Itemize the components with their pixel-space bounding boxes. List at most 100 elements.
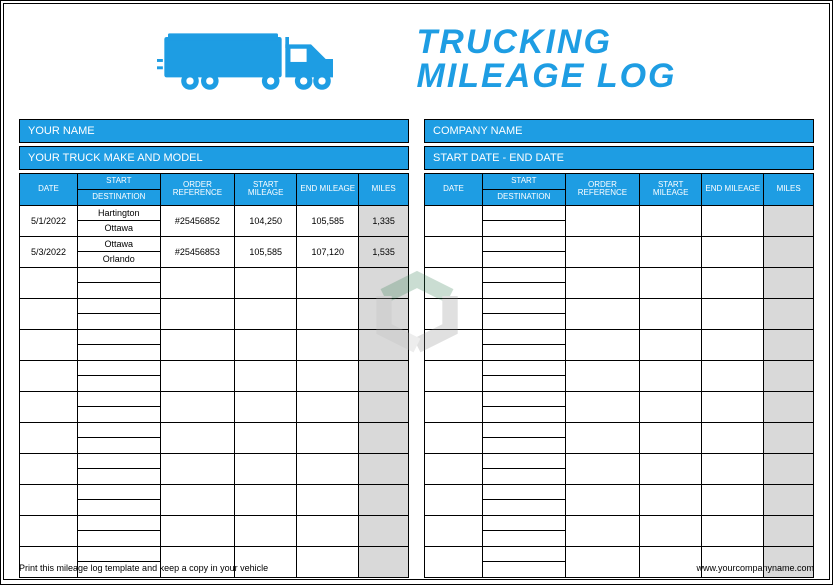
cell-sd: OttawaOrlando xyxy=(77,236,160,267)
cell-em xyxy=(297,360,359,391)
cell-em xyxy=(297,267,359,298)
table-row xyxy=(425,267,814,298)
cell-ref xyxy=(565,329,639,360)
cell-sd xyxy=(482,484,565,515)
cell-sd xyxy=(77,298,160,329)
cell-ref xyxy=(565,391,639,422)
panels: YOUR NAME YOUR TRUCK MAKE AND MODEL DATE… xyxy=(19,119,814,578)
cell-sd xyxy=(482,360,565,391)
cell-em xyxy=(702,391,764,422)
cell-sm xyxy=(640,391,702,422)
cell-em xyxy=(297,422,359,453)
cell-ref xyxy=(565,298,639,329)
cell-miles xyxy=(764,422,814,453)
table-row xyxy=(425,391,814,422)
cell-miles: 1,535 xyxy=(359,236,409,267)
cell-miles xyxy=(359,422,409,453)
cell-sm: 105,585 xyxy=(235,236,297,267)
table-header: DATE START ORDER REFERENCE START MILEAGE… xyxy=(425,174,814,206)
cell-sd xyxy=(77,422,160,453)
th-miles: MILES xyxy=(359,174,409,206)
cell-date xyxy=(20,515,78,546)
mileage-log-page: TRUCKING MILEAGE LOG YOUR NAME YOUR TRUC… xyxy=(3,3,830,580)
cell-miles xyxy=(764,298,814,329)
cell-sm xyxy=(235,484,297,515)
right-table: DATE START ORDER REFERENCE START MILEAGE… xyxy=(424,173,814,578)
cell-date: 5/1/2022 xyxy=(20,205,78,236)
table-row xyxy=(425,329,814,360)
cell-ref xyxy=(565,422,639,453)
cell-sm xyxy=(640,236,702,267)
table-row xyxy=(425,422,814,453)
cell-ref xyxy=(565,484,639,515)
table-row xyxy=(20,484,409,515)
footer-right: www.yourcompanyname.com xyxy=(696,563,814,573)
footer: Print this mileage log template and keep… xyxy=(19,563,814,573)
cell-em xyxy=(297,453,359,484)
cell-miles xyxy=(764,329,814,360)
cell-sd xyxy=(77,360,160,391)
cell-em xyxy=(702,236,764,267)
cell-date xyxy=(20,329,78,360)
table-row xyxy=(425,298,814,329)
cell-sm xyxy=(235,329,297,360)
cell-ref xyxy=(160,329,234,360)
cell-em xyxy=(702,329,764,360)
cell-date xyxy=(425,391,483,422)
cell-date xyxy=(20,391,78,422)
cell-miles xyxy=(359,298,409,329)
th-date: DATE xyxy=(425,174,483,206)
th-ref: ORDER REFERENCE xyxy=(565,174,639,206)
th-ref: ORDER REFERENCE xyxy=(160,174,234,206)
title-line1: TRUCKING xyxy=(417,25,677,59)
cell-date xyxy=(425,267,483,298)
cell-date xyxy=(425,236,483,267)
table-row xyxy=(20,422,409,453)
cell-sd xyxy=(77,267,160,298)
cell-date xyxy=(425,515,483,546)
cell-sd xyxy=(77,453,160,484)
cell-sm xyxy=(235,515,297,546)
table-row xyxy=(425,236,814,267)
cell-sd xyxy=(77,391,160,422)
cell-em xyxy=(702,298,764,329)
cell-sm xyxy=(640,422,702,453)
cell-sd xyxy=(77,484,160,515)
th-start: START xyxy=(482,174,565,190)
cell-ref xyxy=(160,391,234,422)
cell-sm xyxy=(640,515,702,546)
header: TRUCKING MILEAGE LOG xyxy=(19,14,814,104)
table-row xyxy=(20,360,409,391)
cell-date xyxy=(425,298,483,329)
cell-miles xyxy=(764,391,814,422)
th-em: END MILEAGE xyxy=(702,174,764,206)
table-row: 5/1/2022HartingtonOttawa#25456852104,250… xyxy=(20,205,409,236)
cell-em xyxy=(702,515,764,546)
cell-date xyxy=(425,360,483,391)
cell-miles xyxy=(359,453,409,484)
cell-sd xyxy=(482,298,565,329)
cell-date xyxy=(20,453,78,484)
cell-sm xyxy=(235,267,297,298)
table-header: DATE START ORDER REFERENCE START MILEAGE… xyxy=(20,174,409,206)
cell-sd: HartingtonOttawa xyxy=(77,205,160,236)
cell-sd xyxy=(77,329,160,360)
cell-date xyxy=(20,298,78,329)
title: TRUCKING MILEAGE LOG xyxy=(417,25,677,93)
cell-sm xyxy=(640,329,702,360)
cell-miles xyxy=(764,205,814,236)
cell-em xyxy=(702,484,764,515)
cell-sm xyxy=(640,360,702,391)
cell-sm xyxy=(640,453,702,484)
cell-miles xyxy=(764,236,814,267)
cell-sm xyxy=(235,453,297,484)
cell-miles xyxy=(764,484,814,515)
table-row xyxy=(425,205,814,236)
table-row xyxy=(425,360,814,391)
cell-date xyxy=(425,205,483,236)
truck-icon xyxy=(157,14,377,104)
cell-em xyxy=(702,453,764,484)
cell-em xyxy=(297,484,359,515)
cell-sd xyxy=(482,515,565,546)
cell-date xyxy=(425,453,483,484)
